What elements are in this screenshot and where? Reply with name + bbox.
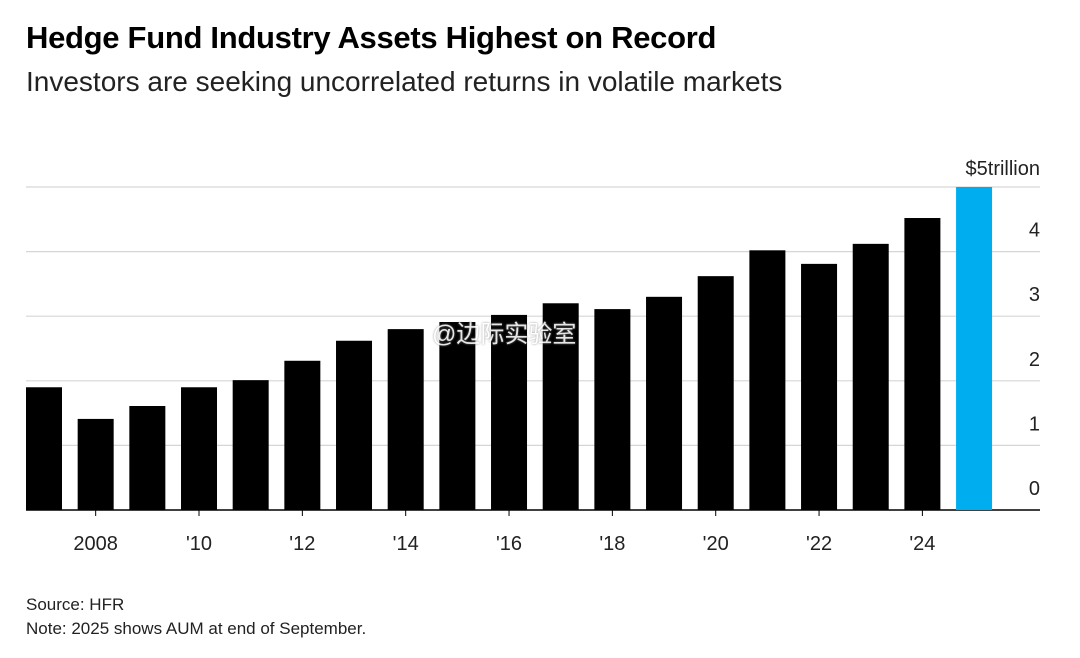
chart-subtitle: Investors are seeking uncorrelated retur…	[26, 66, 783, 97]
y-tick-label: $5trillion	[966, 158, 1040, 180]
x-tick-label: 2008	[73, 533, 118, 555]
bar-2019	[646, 296, 683, 510]
x-tick-label: '20	[703, 533, 729, 555]
bar-2008	[77, 418, 114, 510]
y-tick-label: 2	[1029, 349, 1040, 371]
y-tick-label: 1	[1029, 413, 1040, 435]
bar-2009	[129, 405, 166, 510]
bar-2013	[336, 340, 373, 510]
x-tick-label: '16	[496, 533, 522, 555]
bar-2016	[491, 314, 528, 510]
bar-2014	[387, 329, 424, 510]
bar-2012	[284, 360, 321, 510]
x-tick-label: '18	[599, 533, 625, 555]
bar-2021	[749, 250, 786, 511]
y-tick-label: 3	[1029, 284, 1040, 306]
x-tick-label: '12	[289, 533, 315, 555]
bar-2007	[26, 387, 62, 510]
source-note: Source: HFR	[26, 595, 125, 614]
y-tick-label: 4	[1029, 220, 1040, 242]
bar-2020	[697, 276, 734, 510]
watermark: @边际实验室	[432, 321, 577, 348]
bar-2025	[956, 187, 993, 510]
bar-2023	[852, 243, 889, 510]
bar-2010	[181, 387, 218, 510]
chart-title: Hedge Fund Industry Assets Highest on Re…	[26, 20, 717, 55]
bar-2018	[594, 309, 631, 510]
x-tick-label: '10	[186, 533, 212, 555]
x-tick-label: '22	[806, 533, 832, 555]
x-tick-label: '14	[393, 533, 419, 555]
bar-2022	[801, 263, 838, 510]
footnote: Note: 2025 shows AUM at end of September…	[26, 619, 367, 638]
bar-2011	[232, 380, 269, 510]
bar-2017	[542, 303, 579, 510]
bar-2015	[439, 322, 476, 510]
x-tick-label: '24	[909, 533, 935, 555]
y-tick-label: 0	[1029, 478, 1040, 500]
bar-2024	[904, 218, 941, 510]
